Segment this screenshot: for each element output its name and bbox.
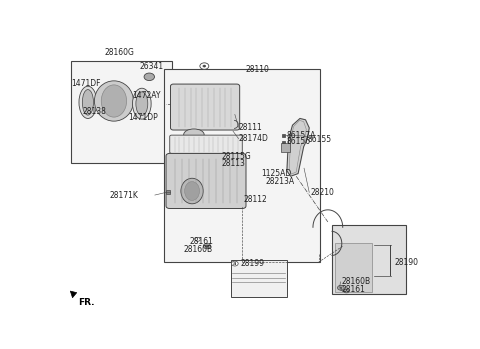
Circle shape	[144, 73, 155, 81]
Bar	[164, 69, 321, 262]
FancyBboxPatch shape	[170, 135, 242, 154]
Text: 28138: 28138	[83, 107, 106, 116]
Ellipse shape	[132, 88, 151, 119]
Bar	[332, 225, 406, 295]
Text: 1472AY: 1472AY	[132, 91, 161, 100]
Text: 28190: 28190	[394, 258, 418, 267]
Text: 28160G: 28160G	[105, 48, 134, 57]
Bar	[231, 260, 287, 297]
Text: FR.: FR.	[78, 298, 95, 307]
Circle shape	[344, 289, 349, 293]
Text: 28111: 28111	[239, 123, 262, 132]
Text: 28199: 28199	[240, 259, 264, 268]
Text: 28171K: 28171K	[109, 191, 138, 200]
FancyArrowPatch shape	[71, 291, 77, 298]
Text: 28110: 28110	[246, 65, 270, 74]
Circle shape	[231, 261, 238, 266]
Circle shape	[337, 285, 344, 290]
Bar	[281, 143, 290, 152]
Text: 1125AD: 1125AD	[261, 169, 291, 178]
Text: 28160B: 28160B	[184, 245, 213, 254]
Polygon shape	[287, 118, 309, 176]
Text: 26341: 26341	[139, 62, 163, 72]
Circle shape	[200, 63, 209, 69]
Text: 86155: 86155	[308, 135, 332, 144]
Text: a: a	[233, 261, 237, 266]
Ellipse shape	[184, 129, 204, 140]
Circle shape	[203, 244, 211, 249]
Text: 28161: 28161	[342, 285, 366, 295]
Circle shape	[195, 238, 200, 241]
Text: 28213A: 28213A	[266, 177, 295, 186]
Text: 28174D: 28174D	[239, 134, 268, 143]
Ellipse shape	[83, 90, 94, 115]
Ellipse shape	[101, 85, 127, 117]
Text: 28115G: 28115G	[221, 151, 251, 161]
Bar	[282, 141, 285, 143]
Text: 28113: 28113	[221, 159, 245, 168]
Bar	[390, 245, 392, 276]
Ellipse shape	[185, 181, 200, 200]
Ellipse shape	[95, 81, 133, 121]
Circle shape	[203, 65, 206, 67]
Ellipse shape	[136, 92, 148, 116]
Circle shape	[340, 287, 342, 289]
Text: 28210: 28210	[311, 188, 335, 197]
Text: 1471DF: 1471DF	[71, 79, 101, 88]
Bar	[282, 134, 285, 137]
Bar	[166, 190, 170, 194]
Text: 28160B: 28160B	[342, 277, 371, 287]
FancyBboxPatch shape	[166, 154, 246, 208]
Text: 28112: 28112	[244, 195, 267, 203]
Circle shape	[205, 245, 208, 247]
Ellipse shape	[79, 86, 97, 118]
Text: 28161: 28161	[189, 237, 213, 246]
Text: 86156: 86156	[286, 138, 310, 146]
FancyBboxPatch shape	[170, 84, 240, 130]
Bar	[335, 244, 372, 292]
Ellipse shape	[181, 178, 203, 204]
Bar	[71, 61, 172, 163]
Text: 86157A: 86157A	[286, 131, 315, 140]
Text: 1471DP: 1471DP	[128, 113, 158, 121]
